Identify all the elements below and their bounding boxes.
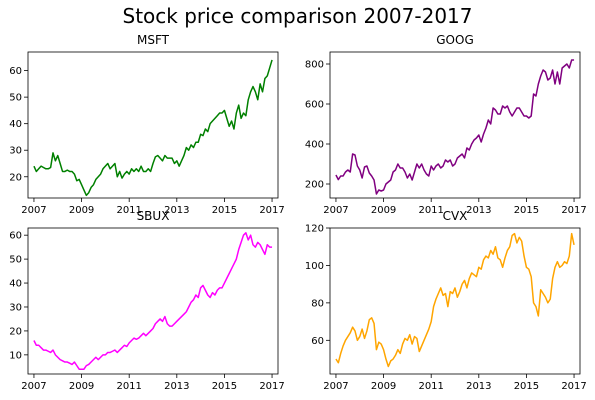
- x-tick-label-cvx: 2009: [371, 381, 396, 392]
- x-tick-label-msft: 2013: [164, 205, 189, 216]
- y-tick-label-msft: 20: [9, 172, 22, 183]
- y-tick-label-cvx: 60: [311, 336, 324, 347]
- series-line-goog: [335, 59, 575, 195]
- y-tick-label-sbux: 60: [9, 231, 22, 242]
- x-tick-label-goog: 2009: [371, 205, 396, 216]
- x-tick-label-sbux: 2015: [212, 381, 237, 392]
- y-tick-label-goog: 400: [305, 140, 324, 151]
- x-tick-label-goog: 2011: [418, 205, 443, 216]
- y-tick-label-sbux: 40: [9, 279, 22, 290]
- series-line-sbux: [33, 232, 273, 370]
- x-tick-label-goog: 2015: [514, 205, 539, 216]
- x-tick-label-sbux: 2009: [69, 381, 94, 392]
- axes-frame-msft: [27, 51, 279, 199]
- panel-goog: GOOG 2007 2009 2011 2013 2015 2017 200 400 600 800: [305, 33, 587, 216]
- panel-title-msft: MSFT: [137, 33, 170, 47]
- x-tick-label-msft: 2009: [69, 205, 94, 216]
- panel-msft: MSFT 2007 2009 2011 2013 2015 2017 20 30 40 50 60: [9, 33, 285, 216]
- x-tick-label-sbux: 2007: [21, 381, 46, 392]
- axes-frame-sbux: [27, 227, 279, 375]
- y-tick-label-cvx: 80: [311, 298, 324, 309]
- panel-title-sbux: SBUX: [137, 209, 170, 223]
- y-tick-label-goog: 200: [305, 180, 324, 191]
- y-tick-label-msft: 30: [9, 146, 22, 157]
- x-tick-label-sbux: 2011: [116, 381, 141, 392]
- series-line-cvx: [335, 232, 575, 368]
- panel-title-goog: GOOG: [436, 33, 474, 47]
- y-tick-label-cvx: 120: [305, 224, 324, 235]
- y-tick-label-sbux: 50: [9, 255, 22, 266]
- y-tick-label-sbux: 30: [9, 302, 22, 313]
- x-tick-label-cvx: 2017: [561, 381, 586, 392]
- y-tick-label-msft: 60: [9, 66, 22, 77]
- x-tick-label-sbux: 2017: [259, 381, 284, 392]
- y-tick-label-sbux: 10: [9, 350, 22, 361]
- series-line-msft: [33, 59, 273, 197]
- x-tick-label-cvx: 2013: [466, 381, 491, 392]
- x-tick-label-msft: 2015: [212, 205, 237, 216]
- panel-cvx: CVX 2007 2009 2011 2013 2015 2017 60 80 100 120: [305, 209, 587, 392]
- x-tick-label-msft: 2017: [259, 205, 284, 216]
- x-tick-label-msft: 2011: [116, 205, 141, 216]
- x-tick-label-cvx: 2007: [323, 381, 348, 392]
- panel-title-cvx: CVX: [443, 209, 468, 223]
- panel-sbux: SBUX 2007 2009 2011 2013 2015 2017 10 20 30 40 50 60: [9, 209, 285, 392]
- axes-frame-cvx: [329, 227, 581, 375]
- y-tick-label-goog: 600: [305, 100, 324, 111]
- x-tick-label-goog: 2007: [323, 205, 348, 216]
- x-tick-label-cvx: 2011: [418, 381, 443, 392]
- y-tick-label-goog: 800: [305, 60, 324, 71]
- y-tick-label-sbux: 20: [9, 326, 22, 337]
- y-tick-label-msft: 50: [9, 93, 22, 104]
- figure-title: Stock price comparison 2007-2017: [122, 4, 473, 28]
- x-tick-label-msft: 2007: [21, 205, 46, 216]
- x-tick-label-sbux: 2013: [164, 381, 189, 392]
- x-tick-label-goog: 2013: [466, 205, 491, 216]
- y-tick-label-msft: 40: [9, 119, 22, 130]
- x-tick-label-cvx: 2015: [514, 381, 539, 392]
- x-tick-label-goog: 2017: [561, 205, 586, 216]
- y-tick-label-cvx: 100: [305, 261, 324, 272]
- axes-frame-goog: [329, 51, 581, 199]
